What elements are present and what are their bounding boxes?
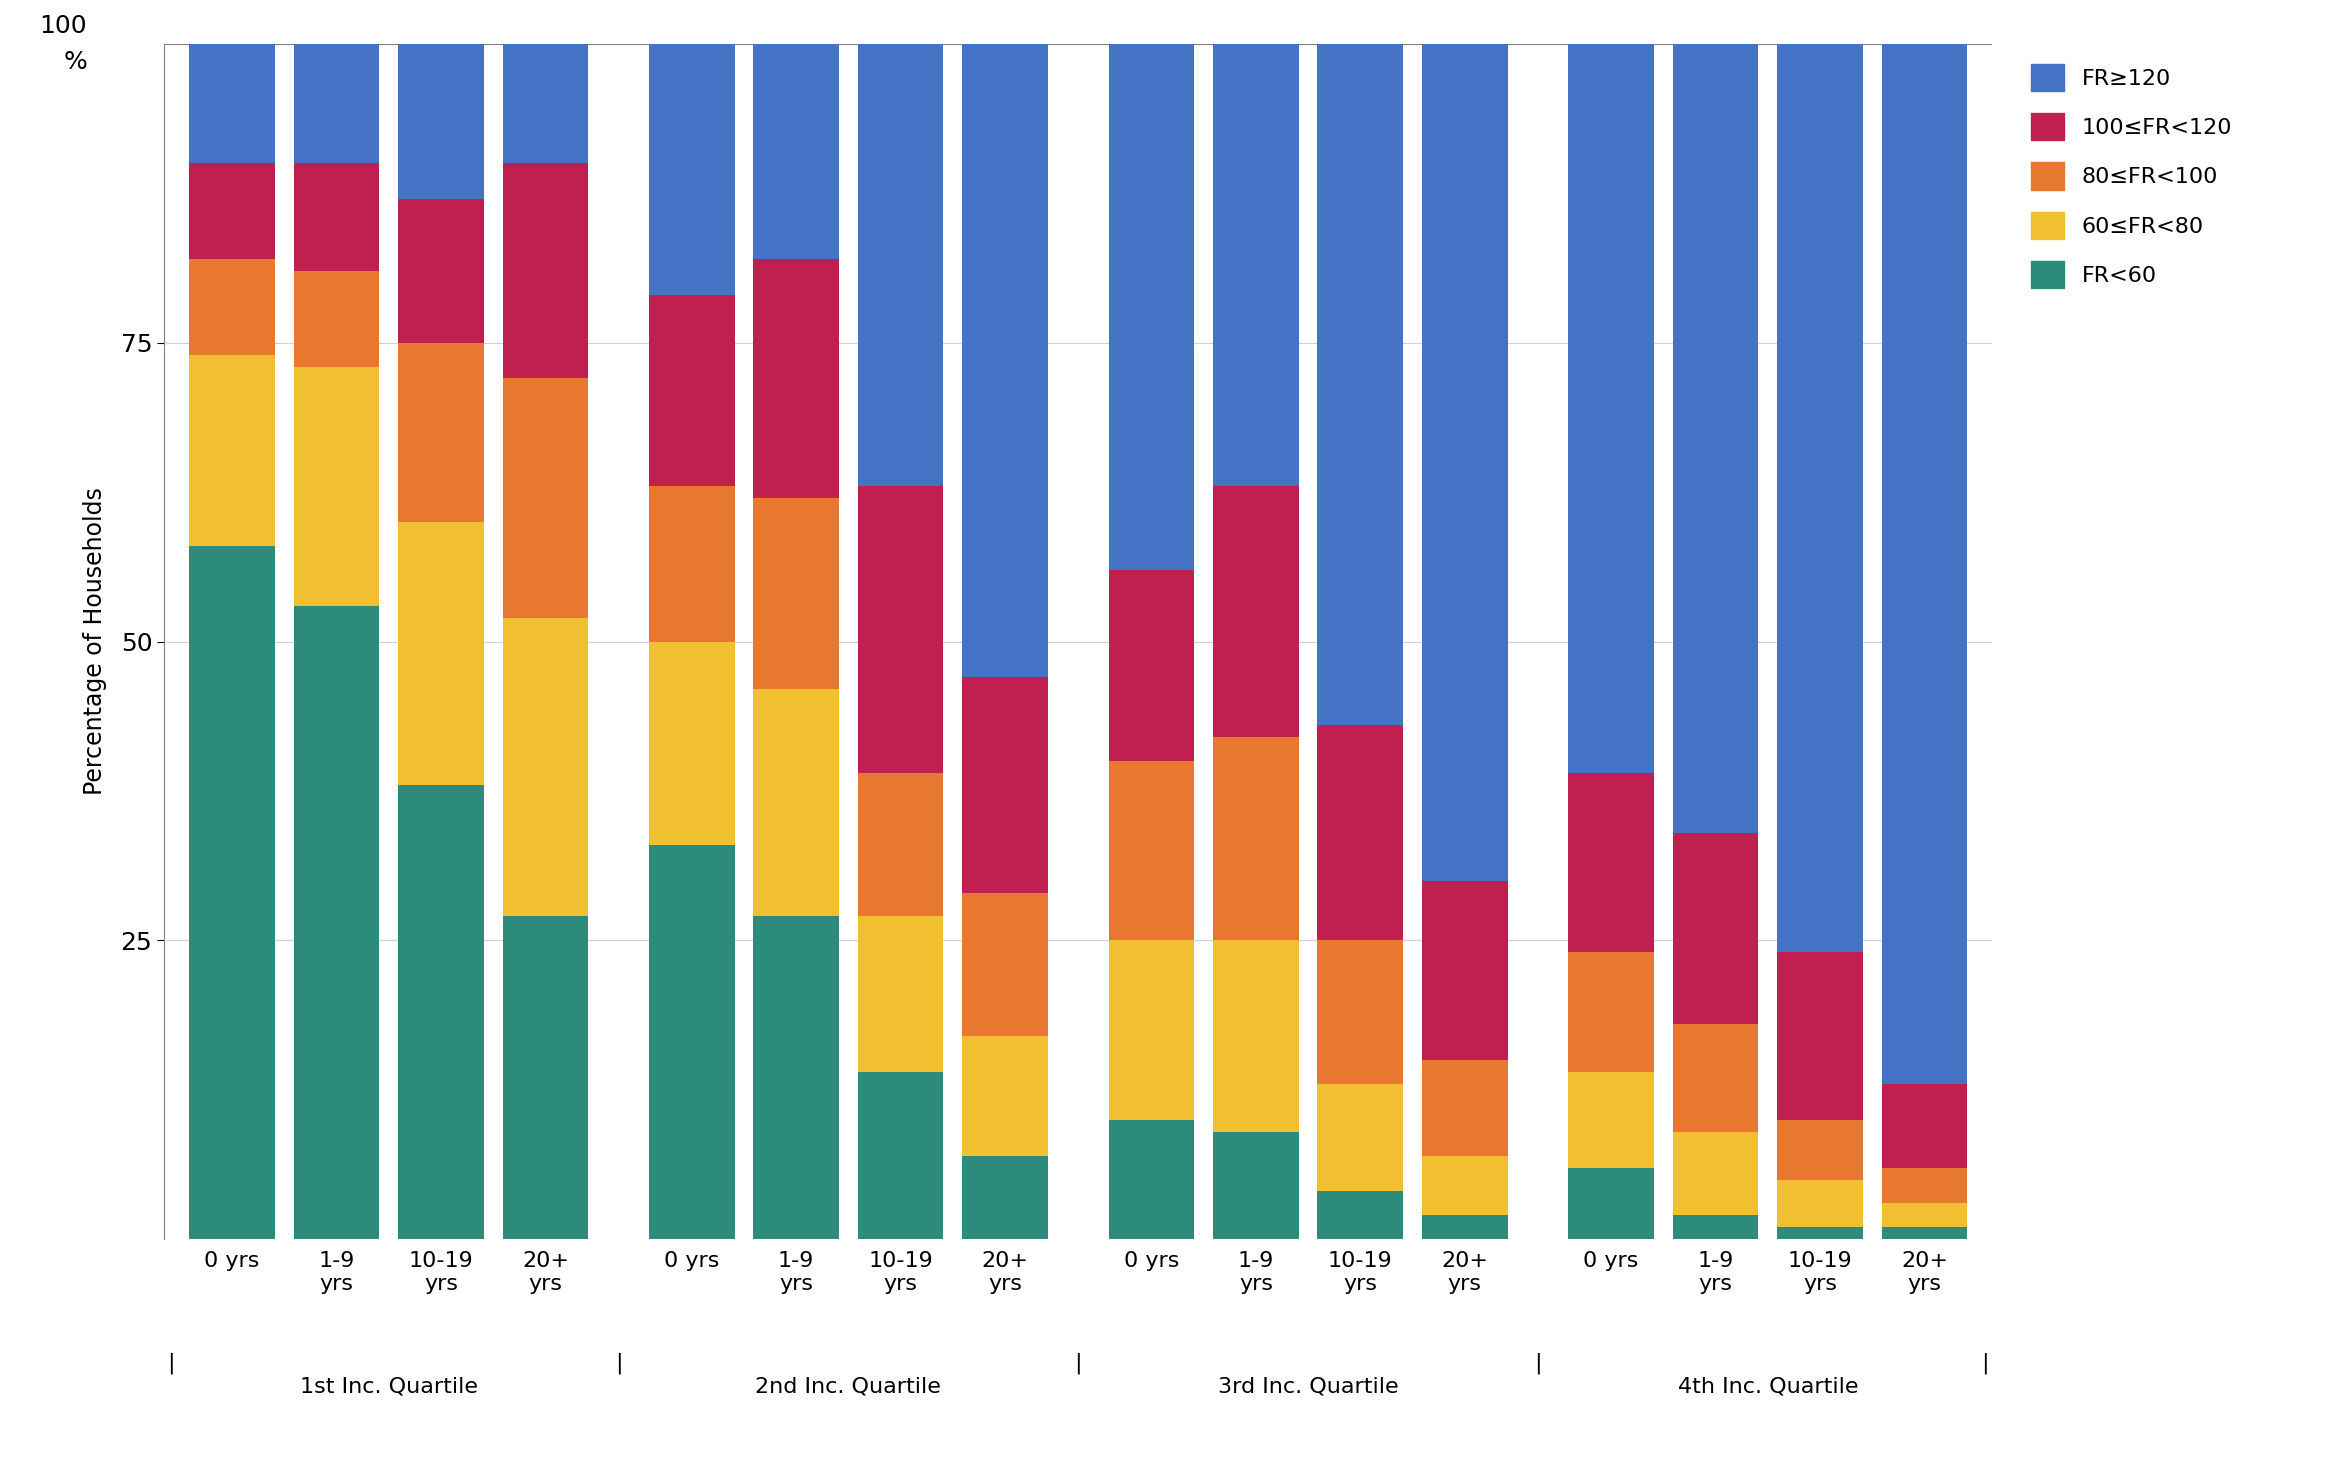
Text: %: % (63, 50, 87, 74)
Text: 4th Inc. Quartile: 4th Inc. Quartile (1678, 1376, 1859, 1397)
Bar (190, 44, 274, 163)
Bar (1777, 1228, 1863, 1239)
Bar (1317, 1083, 1404, 1191)
Bar (1317, 725, 1404, 940)
Text: 3rd Inc. Quartile: 3rd Inc. Quartile (1219, 1376, 1399, 1397)
Bar (1317, 1191, 1404, 1239)
Bar (1674, 833, 1758, 1024)
Bar (1674, 1216, 1758, 1239)
Bar (293, 366, 380, 605)
Bar (190, 354, 274, 545)
Bar (1423, 1216, 1507, 1239)
Bar (293, 271, 380, 366)
Bar (963, 1156, 1048, 1239)
Text: 1st Inc. Quartile: 1st Inc. Quartile (300, 1376, 478, 1397)
Bar (1317, 940, 1404, 1083)
Bar (752, 917, 839, 1239)
Bar (293, 605, 380, 1239)
Bar (398, 200, 483, 343)
Bar (1674, 44, 1758, 833)
Bar (1777, 1120, 1863, 1180)
Bar (1882, 1083, 1967, 1168)
Bar (752, 499, 839, 690)
Text: 2nd Inc. Quartile: 2nd Inc. Quartile (755, 1376, 942, 1397)
Bar (1882, 1228, 1967, 1239)
Bar (858, 486, 945, 773)
Bar (963, 892, 1048, 1037)
Bar (190, 545, 274, 1239)
Text: |: | (166, 1353, 176, 1375)
Bar (858, 773, 945, 917)
Bar (1568, 773, 1655, 952)
Bar (1882, 1203, 1967, 1228)
Bar (649, 44, 734, 295)
Bar (1423, 1156, 1507, 1216)
Legend: FR≥120, 100≤FR<120, 80≤FR<100, 60≤FR<80, FR<60: FR≥120, 100≤FR<120, 80≤FR<100, 60≤FR<80,… (2023, 55, 2241, 297)
Bar (502, 379, 588, 618)
Y-axis label: Percentage of Households: Percentage of Households (82, 487, 105, 796)
Bar (502, 44, 588, 163)
Bar (1109, 1120, 1193, 1239)
Text: |: | (1533, 1353, 1542, 1375)
Bar (963, 44, 1048, 678)
Bar (502, 163, 588, 379)
Bar (1568, 44, 1655, 773)
Bar (293, 44, 380, 163)
Bar (1212, 44, 1299, 486)
Bar (1423, 881, 1507, 1060)
Bar (1568, 952, 1655, 1072)
Bar (1212, 738, 1299, 940)
Bar (398, 784, 483, 1239)
Bar (963, 678, 1048, 892)
Bar (1212, 940, 1299, 1131)
Bar (1212, 486, 1299, 738)
Bar (1882, 44, 1967, 1083)
Bar (1777, 952, 1863, 1120)
Bar (1423, 1060, 1507, 1156)
Bar (1674, 1024, 1758, 1131)
Bar (398, 44, 483, 200)
Bar (1317, 44, 1404, 725)
Bar (398, 522, 483, 784)
Bar (649, 486, 734, 642)
Bar (649, 295, 734, 486)
Text: |: | (1074, 1353, 1083, 1375)
Bar (1777, 1180, 1863, 1228)
Bar (1109, 761, 1193, 940)
Bar (293, 163, 380, 271)
Bar (1882, 1168, 1967, 1203)
Bar (1109, 940, 1193, 1120)
Bar (963, 1037, 1048, 1156)
Bar (190, 163, 274, 260)
Bar (1674, 1131, 1758, 1216)
Text: |: | (1981, 1353, 1990, 1375)
Bar (752, 44, 839, 260)
Text: 100: 100 (40, 13, 87, 38)
Bar (1777, 44, 1863, 952)
Bar (1568, 1072, 1655, 1168)
Bar (858, 917, 945, 1072)
Bar (649, 642, 734, 844)
Bar (398, 343, 483, 522)
Bar (190, 260, 274, 354)
Bar (1568, 1168, 1655, 1239)
Bar (752, 260, 839, 499)
Text: |: | (614, 1353, 624, 1375)
Bar (858, 44, 945, 486)
Bar (502, 917, 588, 1239)
Bar (1423, 44, 1507, 881)
Bar (858, 1072, 945, 1239)
Bar (649, 844, 734, 1239)
Bar (1109, 570, 1193, 761)
Bar (752, 690, 839, 917)
Bar (502, 618, 588, 917)
Bar (1109, 44, 1193, 570)
Bar (1212, 1131, 1299, 1239)
